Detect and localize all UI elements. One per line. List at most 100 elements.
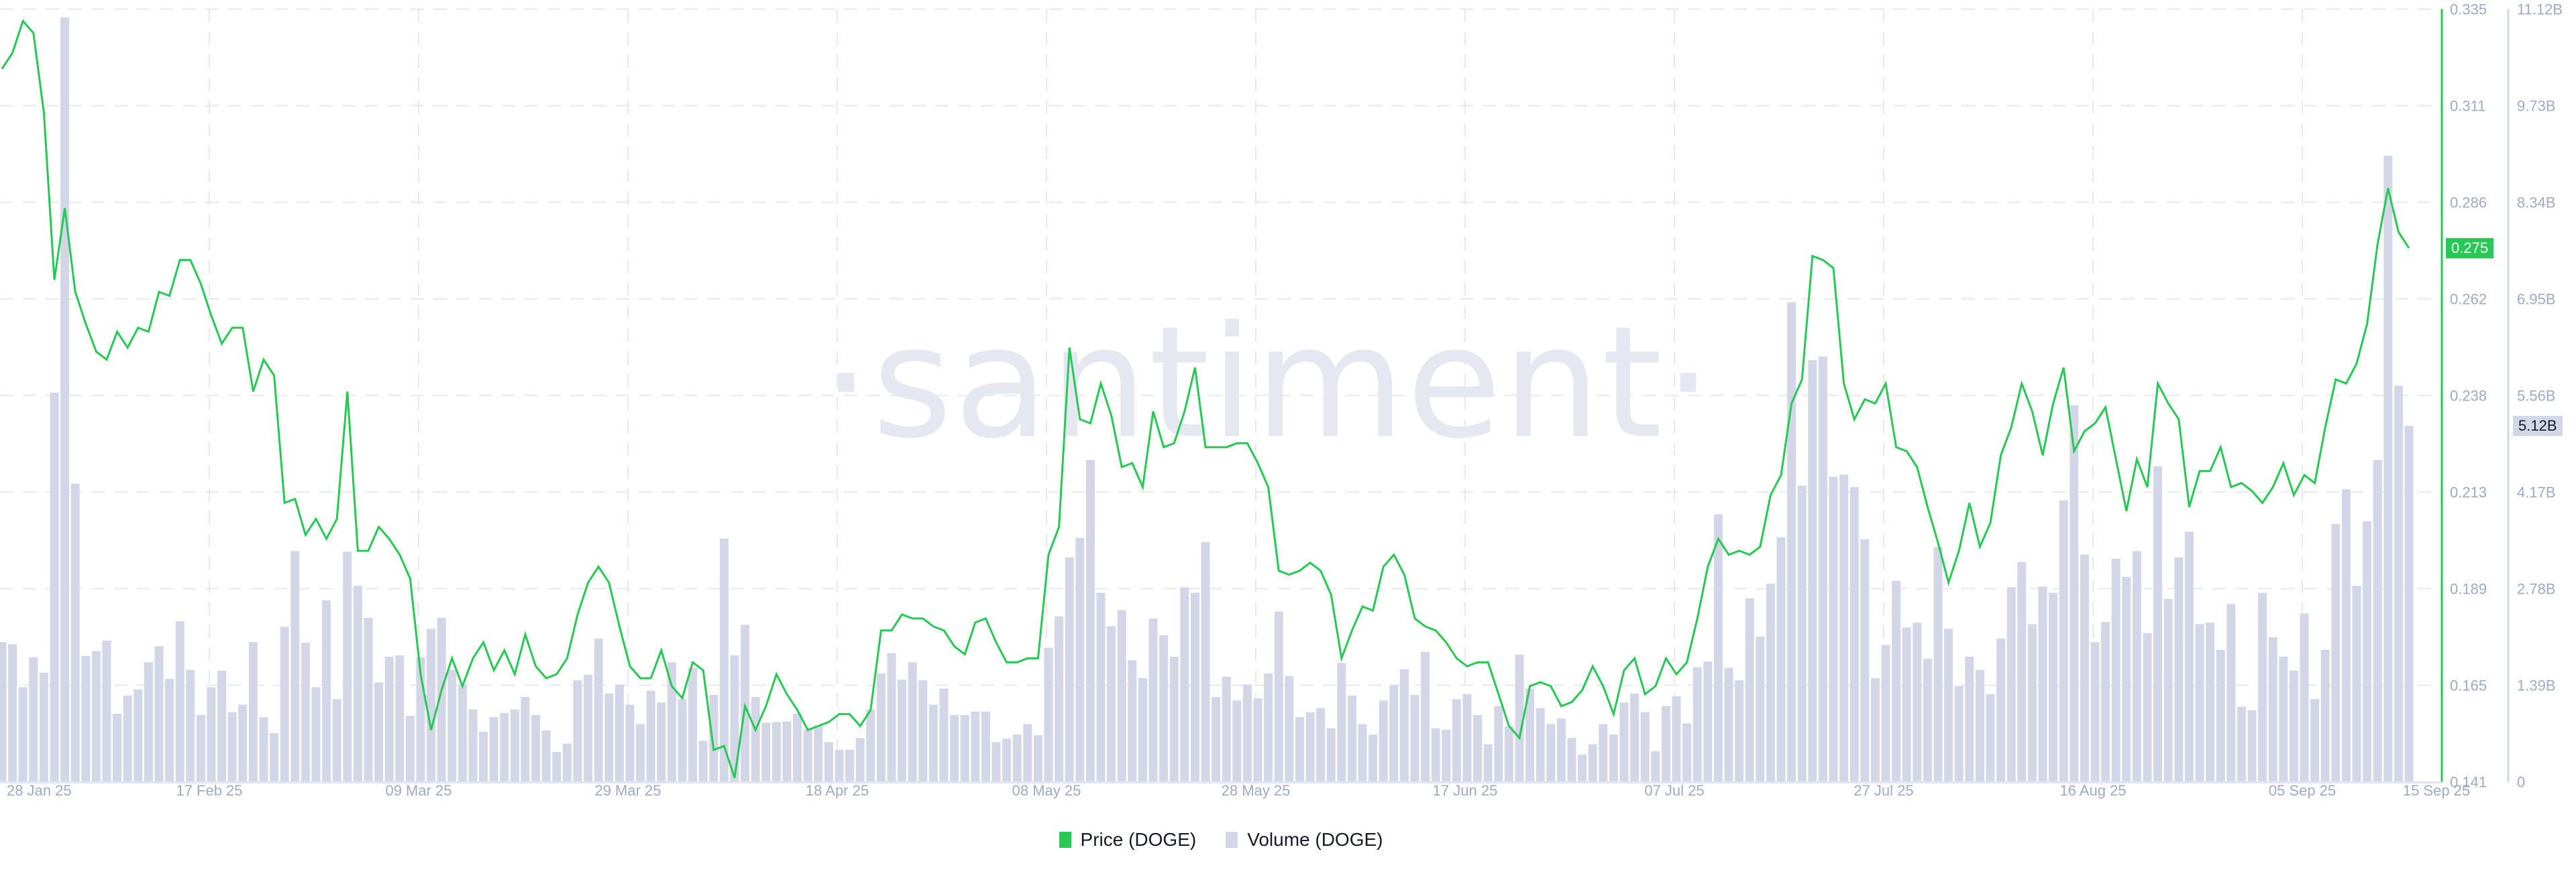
- volume-bar[interactable]: [1651, 751, 1660, 782]
- volume-bar[interactable]: [1818, 356, 1827, 782]
- volume-bar[interactable]: [1452, 699, 1461, 782]
- volume-bar[interactable]: [2080, 554, 2089, 782]
- volume-bar[interactable]: [803, 729, 812, 782]
- volume-bar[interactable]: [384, 657, 394, 782]
- volume-bar[interactable]: [2038, 586, 2047, 782]
- volume-bar[interactable]: [1295, 717, 1304, 782]
- volume-bar[interactable]: [196, 715, 205, 782]
- volume-bar[interactable]: [1609, 734, 1618, 782]
- volume-bar[interactable]: [1494, 706, 1503, 782]
- volume-bar[interactable]: [1724, 667, 1733, 782]
- volume-bar[interactable]: [573, 680, 582, 782]
- volume-bar[interactable]: [531, 715, 541, 782]
- volume-bar[interactable]: [1578, 755, 1587, 782]
- volume-bar[interactable]: [1399, 669, 1409, 782]
- volume-bar[interactable]: [2174, 557, 2184, 782]
- volume-bar[interactable]: [2195, 624, 2204, 782]
- volume-bar[interactable]: [8, 644, 17, 782]
- volume-bar[interactable]: [521, 697, 530, 782]
- volume-bar[interactable]: [2247, 710, 2257, 782]
- volume-bar[interactable]: [39, 672, 48, 782]
- volume-bar[interactable]: [1787, 302, 1796, 782]
- volume-bar[interactable]: [133, 689, 143, 782]
- price-line[interactable]: [1, 19, 2410, 779]
- volume-bar[interactable]: [741, 624, 750, 782]
- volume-bar[interactable]: [1305, 712, 1315, 782]
- volume-bar[interactable]: [2017, 562, 2027, 782]
- volume-bar[interactable]: [0, 642, 7, 782]
- volume-bar[interactable]: [1169, 657, 1179, 782]
- volume-bar[interactable]: [855, 738, 865, 782]
- volume-bar[interactable]: [2027, 624, 2037, 782]
- volume-bar[interactable]: [1672, 696, 1681, 782]
- volume-bar[interactable]: [102, 641, 111, 782]
- volume-bar[interactable]: [1860, 539, 1870, 782]
- volume-bar[interactable]: [1232, 700, 1242, 782]
- volume-bar[interactable]: [1148, 618, 1158, 782]
- volume-bar[interactable]: [698, 741, 708, 782]
- volume-bar[interactable]: [2383, 156, 2393, 782]
- volume-bar[interactable]: [2331, 524, 2341, 782]
- volume-bar[interactable]: [1085, 459, 1095, 782]
- volume-bar[interactable]: [259, 717, 268, 782]
- volume-bar[interactable]: [405, 716, 415, 782]
- volume-bar[interactable]: [887, 653, 896, 782]
- volume-bar[interactable]: [1326, 728, 1336, 782]
- volume-bar[interactable]: [793, 713, 802, 782]
- volume-bar[interactable]: [1212, 697, 1221, 782]
- volume-bar[interactable]: [175, 621, 184, 782]
- volume-bar[interactable]: [657, 702, 666, 782]
- volume-bar[interactable]: [2363, 521, 2372, 782]
- volume-bar[interactable]: [2206, 622, 2215, 782]
- volume-bar[interactable]: [270, 732, 279, 782]
- volume-bar[interactable]: [960, 715, 969, 782]
- volume-bar[interactable]: [1713, 514, 1723, 782]
- volume-bar[interactable]: [1358, 724, 1367, 782]
- volume-bar[interactable]: [1421, 651, 1430, 782]
- volume-bar[interactable]: [217, 670, 227, 782]
- volume-bar[interactable]: [322, 600, 331, 782]
- volume-bar[interactable]: [1075, 537, 1085, 782]
- volume-bar[interactable]: [761, 722, 771, 782]
- volume-bar[interactable]: [123, 696, 132, 782]
- volume-bar[interactable]: [594, 639, 603, 782]
- volume-bar[interactable]: [908, 662, 917, 782]
- volume-bar[interactable]: [2006, 587, 2016, 782]
- volume-bar[interactable]: [186, 669, 195, 782]
- volume-bar[interactable]: [1012, 734, 1022, 782]
- volume-bar[interactable]: [91, 651, 101, 782]
- volume-bar[interactable]: [1431, 728, 1440, 782]
- volume-bar[interactable]: [814, 725, 823, 782]
- volume-bar[interactable]: [2153, 466, 2163, 782]
- volume-bar[interactable]: [1462, 694, 1472, 782]
- volume-bar[interactable]: [1892, 581, 1901, 782]
- volume-bar[interactable]: [971, 711, 980, 782]
- volume-bar[interactable]: [1065, 557, 1074, 782]
- legend-item-volume[interactable]: Volume (DOGE): [1226, 829, 1383, 851]
- volume-bar[interactable]: [1881, 645, 1890, 782]
- volume-bar[interactable]: [343, 551, 352, 782]
- volume-bar[interactable]: [1044, 647, 1053, 782]
- volume-bar[interactable]: [1180, 587, 1189, 782]
- volume-bar[interactable]: [625, 704, 635, 782]
- volume-bar[interactable]: [584, 674, 593, 782]
- volume-bar[interactable]: [950, 715, 959, 782]
- volume-bar[interactable]: [2394, 385, 2403, 782]
- volume-bar[interactable]: [2300, 613, 2309, 782]
- volume-bar[interactable]: [2226, 604, 2236, 782]
- volume-bar[interactable]: [60, 17, 70, 782]
- volume-bar[interactable]: [1682, 723, 1692, 782]
- volume-bar[interactable]: [1923, 659, 1932, 782]
- volume-bar[interactable]: [604, 693, 614, 782]
- volume-bar[interactable]: [1745, 598, 1754, 782]
- volume-bar[interactable]: [2070, 405, 2079, 782]
- volume-bar[interactable]: [928, 704, 938, 782]
- volume-bar[interactable]: [939, 688, 949, 782]
- volume-bar[interactable]: [1766, 584, 1775, 782]
- volume-bar[interactable]: [374, 682, 384, 782]
- volume-bar[interactable]: [1661, 706, 1670, 782]
- volume-bar[interactable]: [1536, 708, 1545, 782]
- volume-bar[interactable]: [636, 724, 645, 782]
- volume-bar[interactable]: [2143, 633, 2152, 782]
- volume-bar[interactable]: [1138, 678, 1147, 782]
